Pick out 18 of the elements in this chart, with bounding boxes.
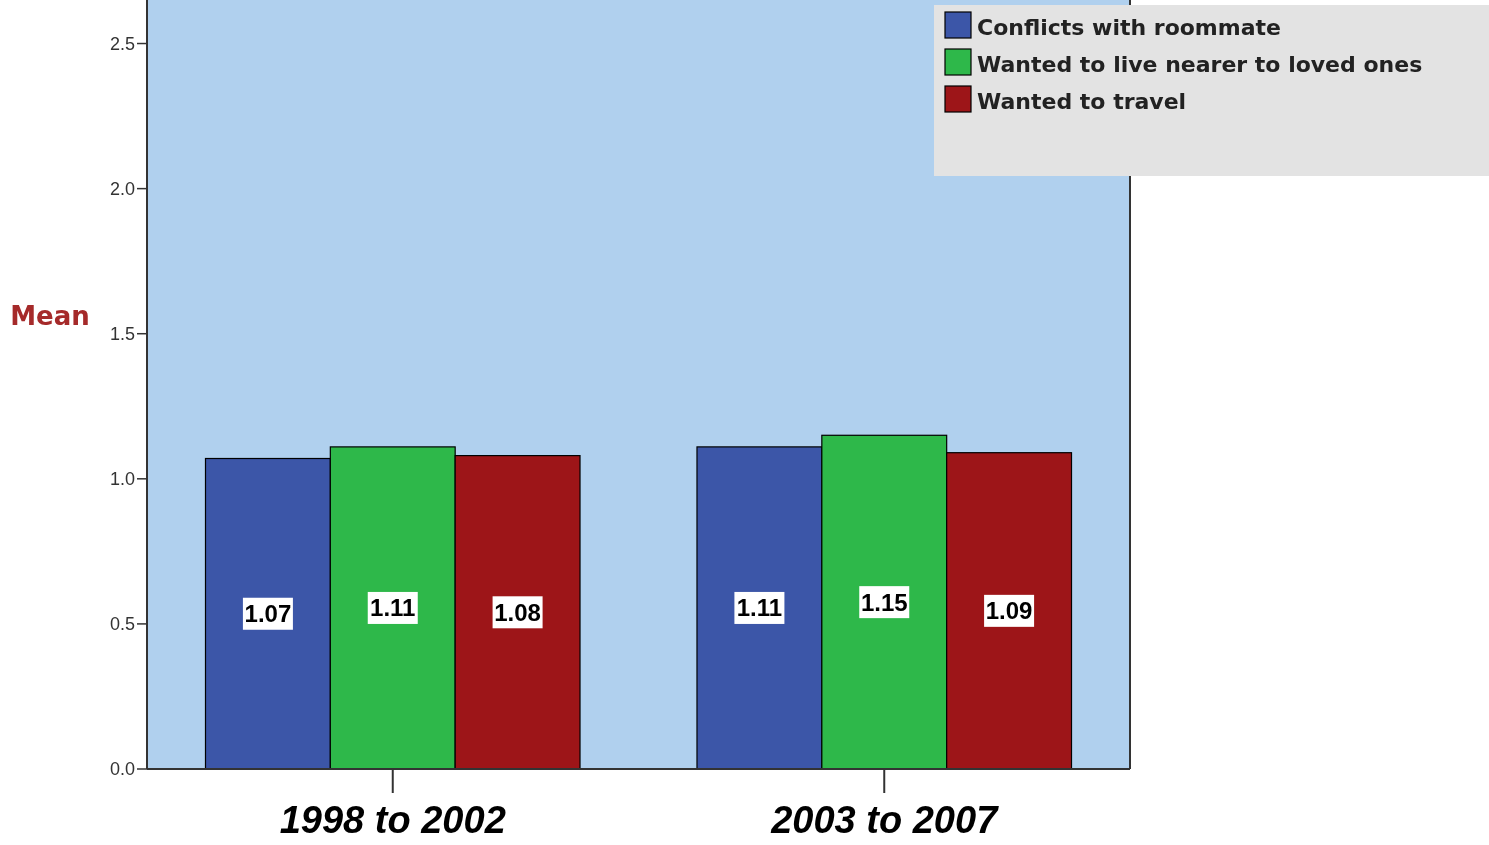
- data-label: 1.07: [244, 600, 292, 628]
- legend-label: Conflicts with roommate: [977, 14, 1281, 40]
- data-label: 1.08: [494, 598, 541, 626]
- x-tick-label: 1998 to 2002: [279, 799, 506, 841]
- y-tick-label: 2.0: [109, 178, 135, 199]
- y-tick-label: 2.5: [109, 33, 135, 54]
- data-label: 1.15: [860, 588, 908, 616]
- data-label: 1.11: [370, 594, 416, 622]
- y-tick-label: 0.0: [109, 759, 135, 779]
- y-tick-label: 1.5: [109, 323, 135, 344]
- y-tick-label: 1.0: [109, 468, 135, 489]
- data-label: 1.11: [736, 594, 783, 622]
- x-tick-label: 2003 to 2007: [770, 799, 1000, 841]
- y-tick-label: 0.5: [109, 613, 135, 634]
- legend-label: Wanted to live nearer to loved ones: [977, 51, 1423, 77]
- data-label: 1.09: [985, 597, 1033, 625]
- y-axis-title: Mean: [10, 301, 90, 331]
- legend-label: Wanted to travel: [977, 88, 1187, 114]
